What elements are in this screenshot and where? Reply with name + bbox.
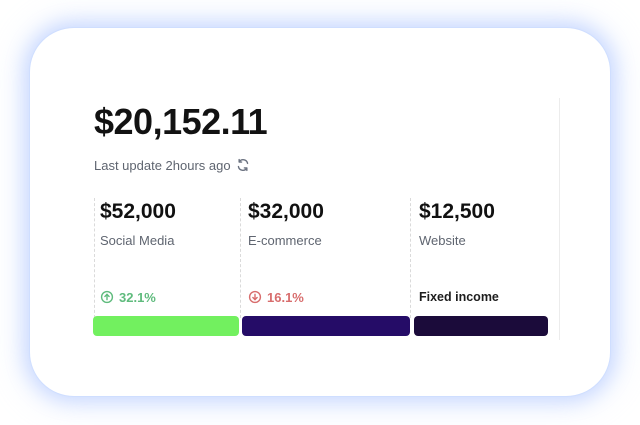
source-label: Website [419,233,466,248]
section-divider [94,198,95,318]
total-amount: $20,152.11 [94,101,268,142]
arrow-up-circle-icon [100,290,114,304]
source-amount: $12,500 [419,200,495,223]
website-bar [414,316,548,336]
income-source-website: $12,500 Website Fixed income [419,197,549,337]
card-right-divider [559,98,560,340]
last-update-text: Last update 2hours ago [94,157,231,173]
trend-indicator: 16.1% [248,290,304,304]
trend-value: 32.1% [119,289,156,305]
income-source-ecommerce: $32,000 E-commerce 16.1% [248,197,403,337]
last-update-row: Last update 2hours ago [94,158,250,172]
section-divider [410,198,411,318]
source-amount: $52,000 [100,200,176,223]
section-divider [240,198,241,318]
arrow-down-circle-icon [248,290,262,304]
source-label: E-commerce [248,233,322,248]
trend-value: 16.1% [267,289,304,305]
ecommerce-bar [242,316,410,336]
refresh-icon[interactable] [236,158,250,172]
income-source-social-media: $52,000 Social Media 32.1% [100,197,235,337]
source-label: Social Media [100,233,175,248]
social-media-bar [93,316,239,336]
source-footer-label: Fixed income [419,290,499,304]
source-amount: $32,000 [248,200,324,223]
trend-indicator: 32.1% [100,290,156,304]
